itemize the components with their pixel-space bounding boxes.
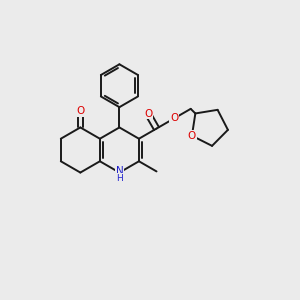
- Text: O: O: [188, 131, 196, 141]
- Text: O: O: [144, 109, 152, 119]
- Text: O: O: [170, 113, 178, 123]
- Text: H: H: [116, 174, 123, 183]
- Text: N: N: [116, 166, 123, 176]
- Text: O: O: [76, 106, 85, 116]
